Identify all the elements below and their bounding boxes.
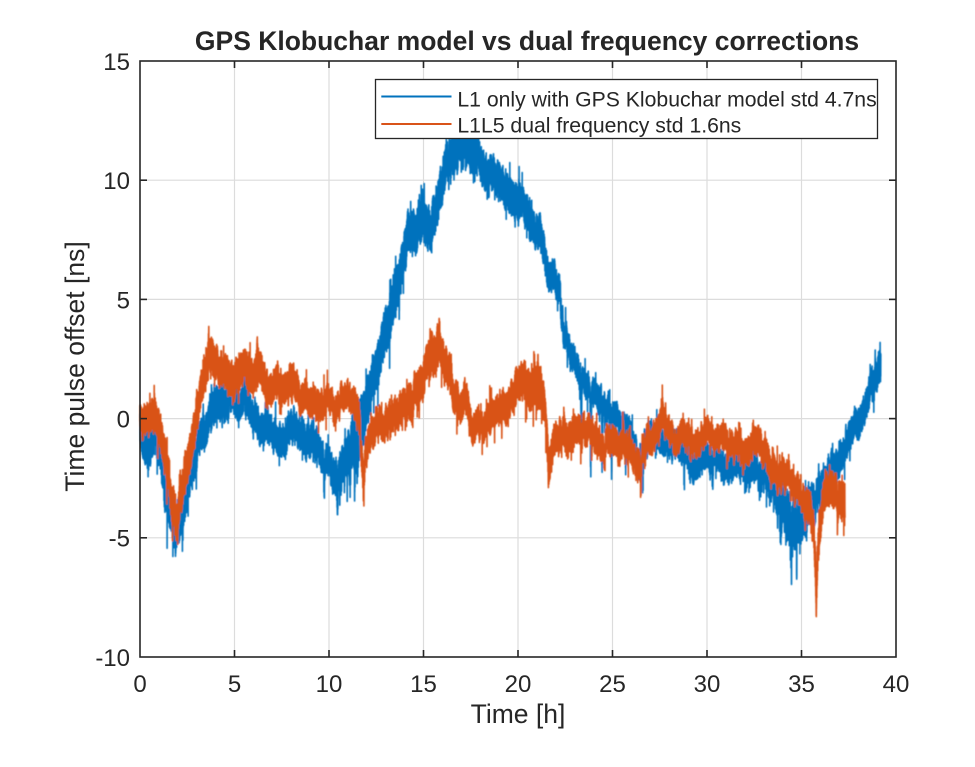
svg-text:5: 5 [228,671,241,698]
svg-text:15: 15 [410,671,437,698]
svg-text:L1L5 dual frequency std 1.6ns: L1L5 dual frequency std 1.6ns [457,115,741,138]
svg-text:L1 only with GPS Klobuchar mod: L1 only with GPS Klobuchar model std 4.7… [457,89,876,112]
svg-text:25: 25 [599,671,626,698]
svg-text:Time pulse offset [ns]: Time pulse offset [ns] [60,241,90,491]
svg-text:0: 0 [117,407,130,434]
svg-text:35: 35 [788,671,815,698]
svg-text:40: 40 [883,671,910,698]
svg-text:5: 5 [117,287,130,314]
svg-text:-5: -5 [109,526,130,553]
svg-text:Time [h]: Time [h] [471,699,566,729]
svg-text:15: 15 [103,49,130,76]
svg-text:0: 0 [133,671,146,698]
svg-text:30: 30 [694,671,721,698]
svg-text:GPS Klobuchar model vs dual fr: GPS Klobuchar model vs dual frequency co… [195,26,859,56]
svg-text:20: 20 [505,671,532,698]
svg-text:-10: -10 [95,645,130,672]
svg-text:10: 10 [103,168,130,195]
svg-text:10: 10 [316,671,343,698]
